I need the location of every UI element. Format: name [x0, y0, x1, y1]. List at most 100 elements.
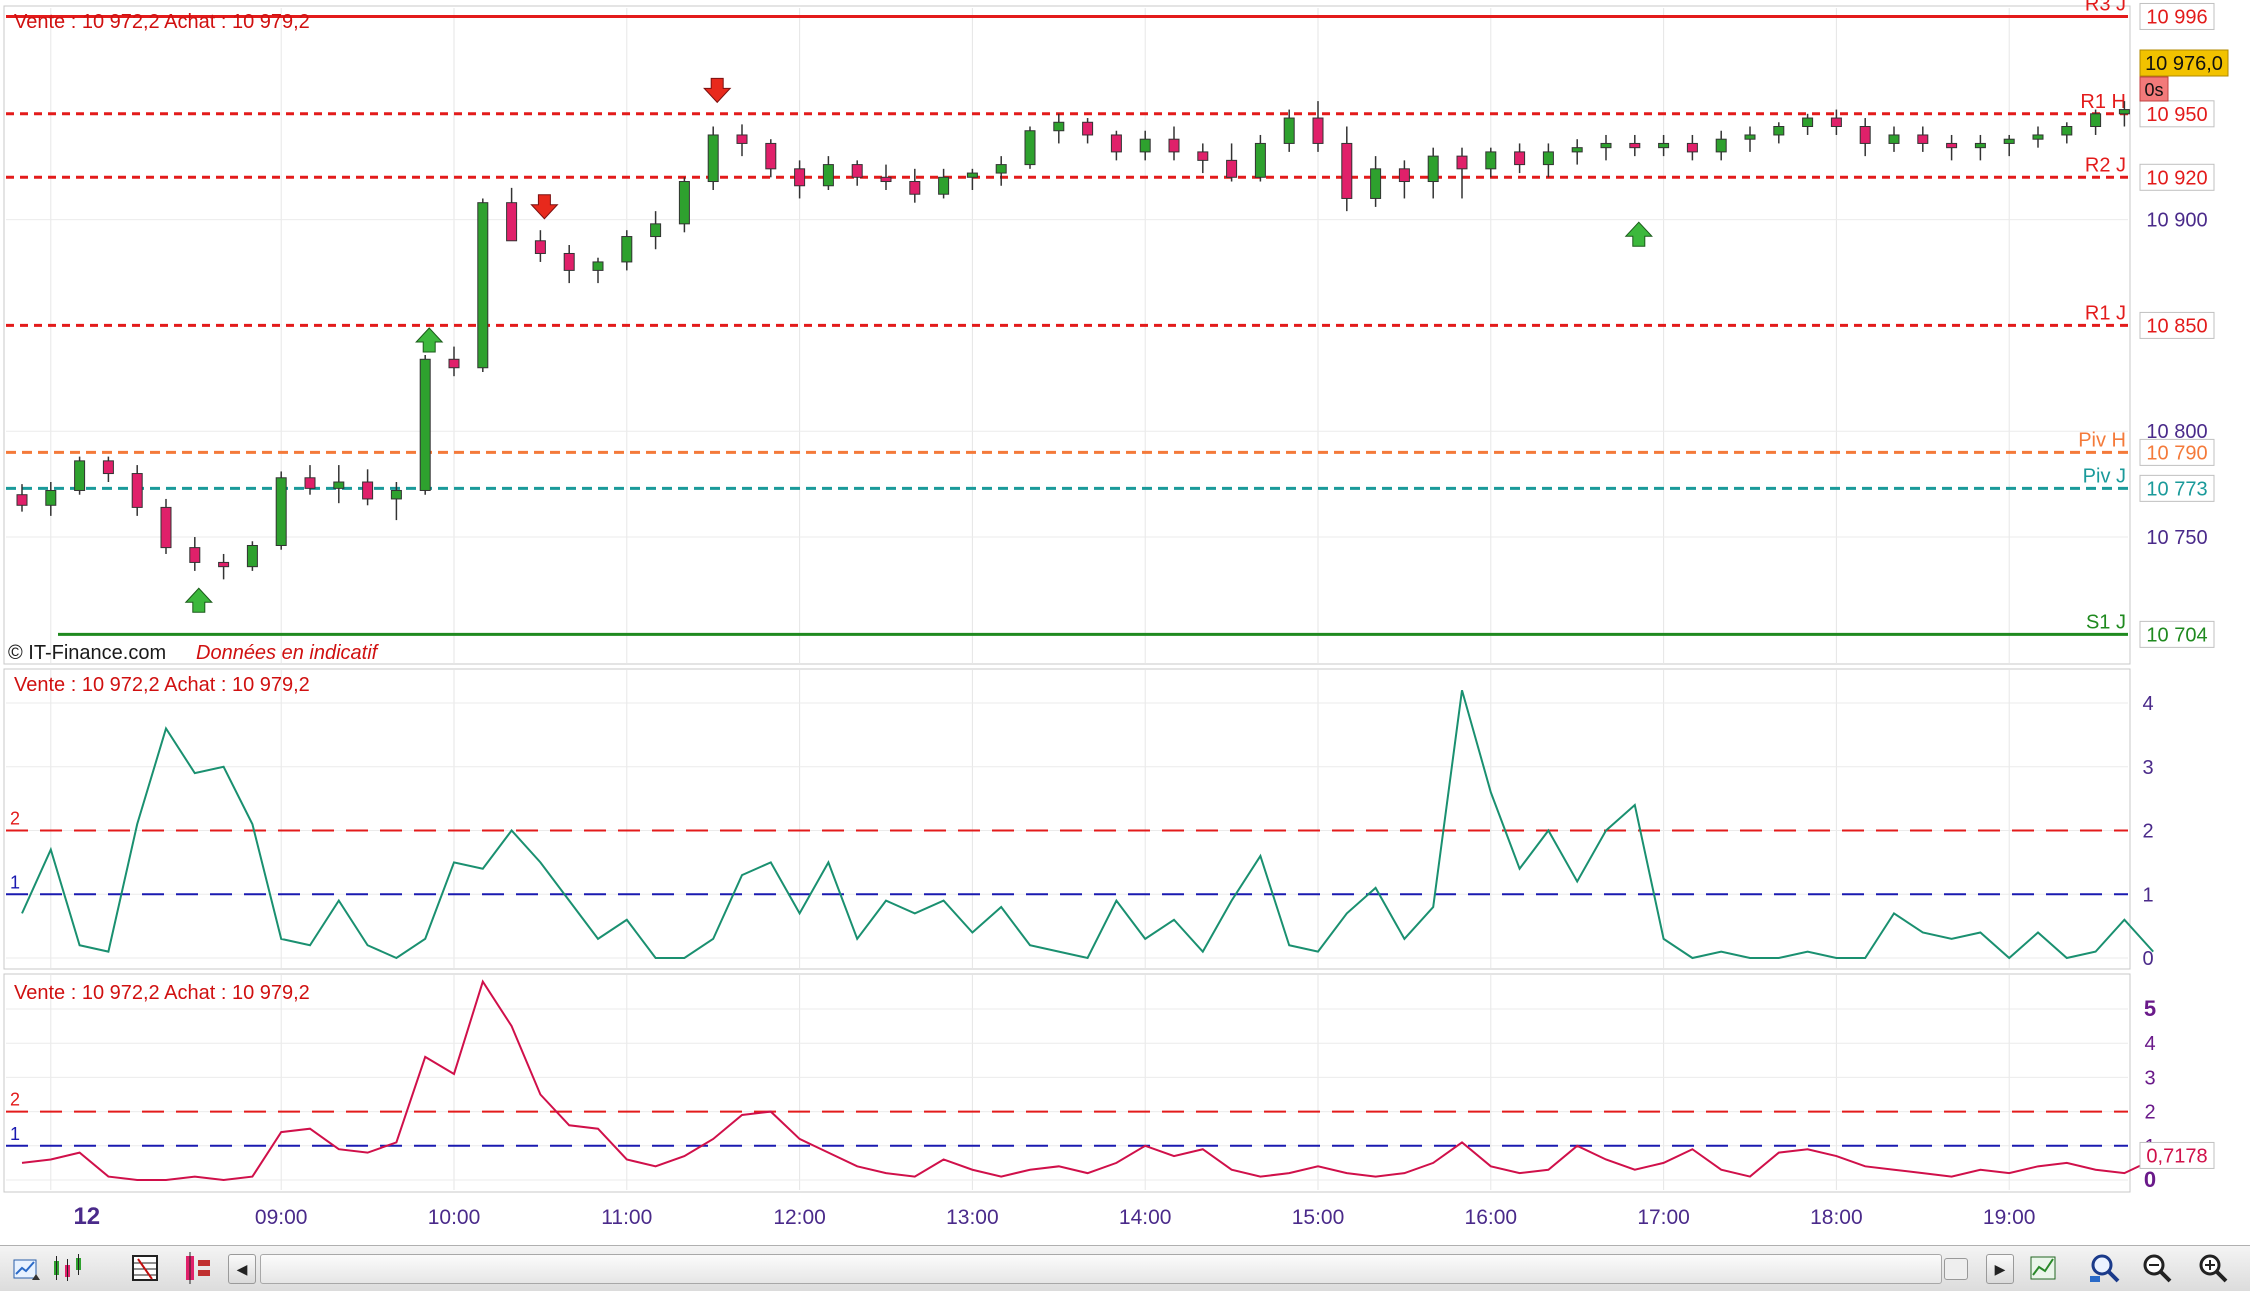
candle-body — [160, 506, 172, 549]
candle-body — [1600, 142, 1612, 149]
buy-signal-arrow — [415, 327, 444, 353]
candle-body — [2032, 134, 2044, 140]
time-scrollbar[interactable] — [260, 1254, 1942, 1284]
level-price-label: 10 996 — [2146, 6, 2207, 28]
candle-body — [218, 561, 230, 568]
zoom-out-icon[interactable] — [2140, 1252, 2174, 1284]
candle-body — [189, 547, 201, 563]
level-price-label: 10 850 — [2146, 315, 2207, 337]
candle-body — [736, 134, 748, 144]
candle-body — [2061, 126, 2073, 136]
chart-settings-icon[interactable] — [2028, 1252, 2062, 1284]
time-axis-tick: 16:00 — [1465, 1206, 1518, 1229]
candle-body — [621, 236, 633, 263]
level-price-box — [2139, 474, 2215, 502]
current-price-box — [2139, 49, 2229, 77]
candle-body — [506, 202, 518, 242]
level-price-box — [2139, 163, 2215, 191]
candle-body — [45, 489, 57, 506]
price-axis-tick: 10 750 — [2146, 527, 2207, 549]
candle-body — [1514, 151, 1526, 166]
level-price-box — [2139, 311, 2215, 339]
candle-body — [765, 142, 777, 170]
zoom-fit-icon[interactable] — [2088, 1252, 2122, 1284]
reference-line-label: 1 — [10, 1124, 20, 1144]
quote-text-indicator1: Vente : 10 972,2 Achat : 10 979,2 — [14, 674, 310, 696]
indicator2-line: 21 — [6, 979, 2154, 1182]
reference-line-label: 2 — [10, 1090, 20, 1110]
grip-icon[interactable] — [1944, 1258, 1968, 1280]
candle-body — [1571, 147, 1583, 153]
time-axis-tick: 17:00 — [1637, 1206, 1690, 1229]
indicators-icon[interactable] — [50, 1252, 84, 1284]
candle-body — [275, 477, 287, 546]
candle-body — [1859, 126, 1871, 144]
scroll-left-icon[interactable]: ◀ — [228, 1254, 256, 1284]
candle-body — [592, 261, 604, 271]
indicator1-axis-tick: 1 — [2142, 884, 2153, 906]
candle-body — [477, 202, 489, 369]
quote-text-price: Vente : 10 972,2 Achat : 10 979,2 — [14, 11, 310, 33]
candle-body — [794, 168, 806, 187]
time-axis-tick: 12:00 — [773, 1206, 826, 1229]
time-axis-tick: 11:00 — [601, 1206, 652, 1229]
candlesticks — [16, 96, 2159, 580]
candle-body — [304, 477, 316, 489]
candle-body — [1802, 117, 1814, 128]
level-price-box — [2139, 2, 2215, 30]
indicator1-panel — [3, 668, 2131, 970]
candle-body — [246, 544, 258, 568]
candle-body — [880, 176, 892, 183]
table-icon[interactable] — [128, 1252, 162, 1284]
drawing-tools-icon[interactable] — [180, 1252, 214, 1284]
candle-body — [1542, 151, 1554, 166]
level-price-label: 10 920 — [2146, 167, 2207, 189]
candle-body — [1226, 159, 1238, 178]
indicator2-panel — [3, 973, 2131, 1193]
candle-body — [1686, 142, 1698, 153]
indicator1-axis-tick: 0 — [2142, 948, 2153, 970]
candle-body — [1110, 134, 1122, 153]
quote-text-indicator2: Vente : 10 972,2 Achat : 10 979,2 — [14, 982, 310, 1004]
level-label: S1 J — [2086, 611, 2126, 633]
candle-body — [822, 164, 834, 187]
level-price-box — [2139, 438, 2215, 466]
candle-body — [1082, 121, 1094, 136]
zoom-in-icon[interactable] — [2196, 1252, 2230, 1284]
candle-body — [1254, 142, 1266, 178]
current-price-label: 10 976,0 — [2145, 53, 2223, 75]
price-panel — [3, 5, 2131, 665]
candle-body — [995, 164, 1007, 174]
time-axis-tick: 12 — [73, 1203, 100, 1230]
chart-type-icon[interactable] — [10, 1252, 44, 1284]
candle-body — [1946, 142, 1958, 149]
level-price-label: 10 950 — [2146, 104, 2207, 126]
scroll-right-icon[interactable]: ▶ — [1986, 1254, 2014, 1284]
candle-body — [1283, 117, 1295, 144]
candle-body — [74, 460, 86, 491]
candle-body — [448, 358, 460, 369]
level-label: R2 J — [2085, 154, 2126, 176]
candle-body — [1341, 142, 1353, 199]
candle-body — [102, 460, 114, 475]
reference-line-label: 2 — [10, 809, 20, 829]
time-axis-tick: 14:00 — [1119, 1206, 1172, 1229]
candle-body — [1139, 138, 1151, 153]
candle-body — [1830, 117, 1842, 128]
countdown-box — [2139, 76, 2169, 102]
indicator2-axis-tick: 3 — [2144, 1067, 2155, 1089]
candle-body — [1197, 151, 1209, 161]
candle-body — [650, 223, 662, 238]
indicator-series-line — [21, 979, 2154, 1182]
candle-body — [390, 489, 402, 500]
disclaimer-text: Données en indicatif — [196, 642, 380, 664]
candle-body — [707, 134, 719, 183]
price-axis-tick: 10 900 — [2146, 210, 2207, 232]
countdown-label: 0s — [2144, 80, 2163, 100]
indicator2-axis-tick: 4 — [2144, 1033, 2155, 1055]
indicator1-axis-tick: 2 — [2142, 821, 2153, 843]
level-price-label: 10 773 — [2146, 478, 2207, 500]
candle-body — [2090, 113, 2102, 128]
